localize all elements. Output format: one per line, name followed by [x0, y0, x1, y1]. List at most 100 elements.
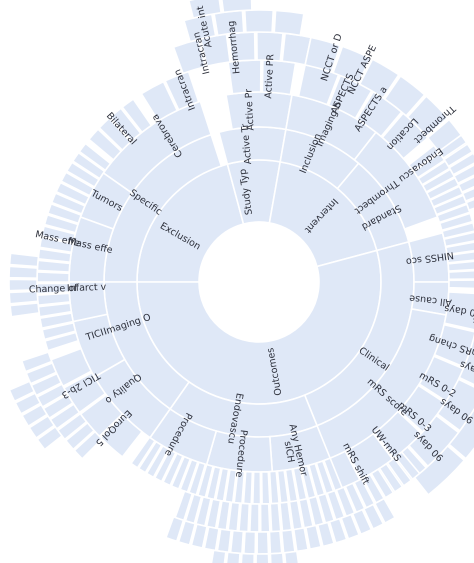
segment-ring4-14[interactable]	[453, 163, 474, 185]
segment-ring4-59[interactable]	[8, 265, 39, 279]
segment-ring3-67[interactable]	[162, 452, 184, 487]
segment-ring3-33[interactable]	[438, 212, 474, 232]
segment-ring3-11[interactable]	[43, 213, 79, 234]
segment-ring5-3[interactable]	[273, 9, 305, 37]
segment-ring4-30[interactable]	[335, 486, 356, 518]
segment-ring5-22[interactable]	[203, 525, 220, 552]
segment-ring5-23[interactable]	[190, 523, 208, 550]
segment-ring5-7[interactable]	[413, 444, 466, 496]
segment-ring4-47[interactable]	[73, 430, 104, 460]
segment-ring5-28[interactable]	[20, 403, 49, 428]
segment-ring3-40[interactable]	[448, 279, 474, 290]
segment-ring4-55[interactable]	[20, 351, 53, 373]
segment-ring4-37[interactable]	[269, 502, 282, 533]
segment-ring3-18[interactable]	[78, 142, 112, 172]
segment-ring3-35[interactable]	[443, 231, 474, 248]
segment-ring5-25[interactable]	[164, 515, 185, 543]
segment-ring6-6[interactable]	[225, 551, 241, 563]
segment-ring5-27[interactable]	[28, 414, 56, 440]
segment-ring5-19[interactable]	[242, 530, 257, 555]
segment-ring5-2[interactable]	[243, 9, 275, 34]
segment-ring4-6[interactable]	[332, 45, 372, 85]
segment-ring3-71[interactable]	[129, 436, 157, 469]
segment-ring6-2[interactable]	[283, 550, 300, 563]
segment-ring4-25[interactable]	[378, 462, 404, 494]
segment-ring3-72[interactable]	[99, 414, 144, 459]
segment-ring3-82[interactable]	[36, 271, 71, 283]
segment-ring3-15[interactable]	[60, 171, 95, 197]
segment-ring5-14[interactable]	[304, 524, 323, 551]
segment-ring5-10[interactable]	[351, 508, 373, 536]
segment-ring4-11[interactable]	[437, 133, 468, 160]
segment-ring5-11[interactable]	[340, 513, 361, 540]
segment-ring5-30[interactable]	[8, 380, 36, 403]
segment-ring3-56[interactable]	[260, 470, 271, 505]
segment-ring4-16[interactable]	[461, 182, 474, 203]
segment-ring4-39[interactable]	[249, 503, 260, 533]
segment-ring5-26[interactable]	[36, 425, 64, 451]
segment-ring3-16[interactable]	[65, 161, 101, 189]
segment-ring3-70[interactable]	[137, 440, 163, 474]
segment-ring5-12[interactable]	[328, 517, 348, 544]
segment-ring3-77[interactable]	[41, 321, 77, 341]
segment-ring3-0[interactable]	[140, 80, 179, 122]
segment-ring4-56[interactable]	[9, 302, 41, 318]
segment-ring6-1[interactable]	[221, 0, 253, 14]
segment-ring4-38[interactable]	[259, 502, 271, 533]
segment-ring3-37[interactable]	[446, 250, 474, 264]
segment-ring3-36[interactable]	[444, 241, 474, 256]
segment-ring3-78[interactable]	[39, 312, 75, 330]
segment-ring3-8[interactable]	[37, 247, 73, 264]
segment-ring4-17[interactable]	[465, 192, 474, 212]
segment-ring3-1[interactable]	[164, 70, 200, 111]
segment-ring5-17[interactable]	[268, 530, 283, 555]
segment-ring3-14[interactable]	[55, 181, 91, 206]
segment-ring4-20[interactable]	[436, 378, 474, 432]
segment-ring3-57[interactable]	[251, 471, 262, 505]
segment-ring4-40[interactable]	[238, 502, 251, 533]
segment-ring3-13[interactable]	[50, 192, 86, 215]
segment-ring4-26[interactable]	[370, 468, 395, 499]
segment-ring3-39[interactable]	[447, 269, 474, 281]
segment-ring3-76[interactable]	[43, 331, 80, 352]
segment-ring6-7[interactable]	[210, 549, 227, 563]
segment-ring5-8[interactable]	[373, 497, 397, 525]
segment-ring4-12[interactable]	[443, 142, 474, 168]
segment-ring4-19[interactable]	[458, 338, 474, 389]
segment-ring6-3[interactable]	[269, 552, 285, 563]
segment-ring4-7[interactable]	[358, 58, 400, 100]
segment-ring3-38[interactable]	[447, 260, 474, 272]
segment-ring4-15[interactable]	[457, 172, 474, 194]
segment-ring6-4[interactable]	[255, 553, 270, 563]
segment-ring3-68[interactable]	[153, 448, 177, 483]
segment-ring5-20[interactable]	[229, 529, 245, 555]
segment-ring4-5[interactable]	[304, 36, 342, 74]
segment-ring3-41[interactable]	[443, 291, 474, 331]
segment-ring5-29[interactable]	[14, 392, 42, 415]
segment-ring6-0[interactable]	[187, 0, 223, 20]
segment-ring3-5[interactable]	[121, 97, 153, 134]
segment-ring4-54[interactable]	[25, 361, 58, 385]
segment-ring4-9[interactable]	[406, 95, 449, 138]
segment-ring4-60[interactable]	[8, 252, 40, 268]
segment-ring3-10[interactable]	[40, 225, 77, 244]
segment-ring4-24[interactable]	[386, 457, 413, 487]
segment-ring4-8[interactable]	[383, 74, 426, 117]
segment-ring4-48[interactable]	[64, 421, 96, 451]
segment-ring5-24[interactable]	[177, 519, 197, 546]
segment-ring3-9[interactable]	[38, 236, 74, 254]
segment-ring4-0[interactable]	[172, 38, 207, 75]
segment-ring5-15[interactable]	[292, 526, 310, 553]
segment-ring2-3[interactable]	[225, 91, 293, 131]
segment-ring3-3[interactable]	[98, 117, 132, 152]
segment-ring5-9[interactable]	[362, 503, 385, 530]
segment-ring6-5[interactable]	[240, 552, 256, 563]
segment-ring3-12[interactable]	[46, 202, 83, 225]
segment-ring4-13[interactable]	[448, 152, 474, 176]
segment-ring5-16[interactable]	[280, 528, 296, 554]
segment-ring3-4[interactable]	[109, 107, 142, 142]
segment-ring3-2[interactable]	[87, 128, 123, 161]
segment-ring3-69[interactable]	[145, 444, 170, 479]
segment-ring4-57[interactable]	[8, 290, 39, 305]
segment-ring5-13[interactable]	[316, 521, 335, 548]
